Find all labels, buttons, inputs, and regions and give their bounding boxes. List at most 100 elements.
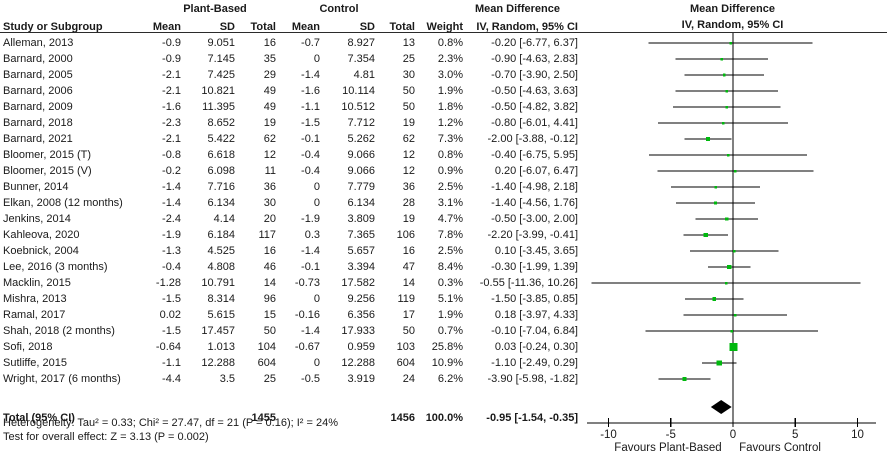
weight: 5.1% xyxy=(437,293,463,305)
plant-mean: 0.02 xyxy=(159,309,181,321)
table-row: Lee, 2016 (3 months) -0.4 4.808 46 -0.1 3.394… xyxy=(0,259,887,275)
plant-mean: -1.28 xyxy=(155,277,181,289)
axis-tick-label: 5 xyxy=(792,429,798,441)
weight: 2.5% xyxy=(437,181,463,193)
plant-mean: -4.4 xyxy=(162,373,181,385)
control-total: 12 xyxy=(402,165,415,177)
ci-text: -0.10 [-7.04, 6.84] xyxy=(491,325,578,337)
plant-total: 50 xyxy=(263,325,276,337)
table-row: Ramal, 2017 0.02 5.615 15 -0.16 6.356 17 1.9% 0.… xyxy=(0,307,887,323)
header-plant-mean: Mean xyxy=(152,21,181,33)
plant-sd: 5.615 xyxy=(207,309,235,321)
ci-text: 0.03 [-0.24, 0.30] xyxy=(494,341,578,353)
control-total: 103 xyxy=(396,341,415,353)
plant-total: 29 xyxy=(263,69,276,81)
study-name: Mishra, 2013 xyxy=(3,293,67,305)
control-mean: -0.5 xyxy=(301,373,320,385)
total-weight: 100.0% xyxy=(425,412,463,424)
weight: 7.3% xyxy=(437,133,463,145)
control-mean: 0.3 xyxy=(304,229,320,241)
weight: 0.3% xyxy=(437,277,463,289)
plant-sd: 7.425 xyxy=(207,69,235,81)
plant-sd: 7.716 xyxy=(207,181,235,193)
weight: 0.8% xyxy=(437,37,463,49)
control-mean: -0.1 xyxy=(301,261,320,273)
study-name: Barnard, 2000 xyxy=(3,53,73,65)
header-ci-plot: IV, Random, 95% CI xyxy=(681,19,784,31)
control-mean: -0.1 xyxy=(301,133,320,145)
study-name: Kahleova, 2020 xyxy=(3,229,80,241)
table-row: Sutliffe, 2015 -1.1 12.288 604 0 12.288 604 10.… xyxy=(0,355,887,371)
plant-total: 117 xyxy=(258,229,276,241)
control-total: 13 xyxy=(402,37,415,49)
plant-mean: -1.5 xyxy=(162,293,181,305)
table-row: Barnard, 2021 -2.1 5.422 62 -0.1 5.262 62 7.3% -… xyxy=(0,131,887,147)
plant-mean: -1.1 xyxy=(162,357,181,369)
weight: 1.8% xyxy=(437,101,463,113)
plant-total: 16 xyxy=(263,37,276,49)
table-row: Kahleova, 2020 -1.9 6.184 117 0.3 7.365 106 7.8… xyxy=(0,227,887,243)
control-total: 50 xyxy=(402,85,415,97)
axis-tick-label: -5 xyxy=(666,429,676,441)
control-total: 36 xyxy=(402,181,415,193)
control-total: 28 xyxy=(402,197,415,209)
study-name: Elkan, 2008 (12 months) xyxy=(3,197,123,209)
table-row: Koebnick, 2004 -1.3 4.525 16 -1.4 5.657 16 2.5%… xyxy=(0,243,887,259)
total-control-n: 1456 xyxy=(390,412,415,424)
table-row: Bloomer, 2015 (T) -0.8 6.618 12 -0.4 9.066 12 0… xyxy=(0,147,887,163)
column-group-mean-difference-text: Mean Difference xyxy=(475,3,560,15)
control-sd: 7.365 xyxy=(347,229,375,241)
control-mean: -0.16 xyxy=(294,309,320,321)
column-group-control: Control xyxy=(319,3,359,15)
control-mean: -1.4 xyxy=(301,245,320,257)
header-control-mean: Mean xyxy=(291,21,320,33)
favours-plant-based-label: Favours Plant-Based xyxy=(614,442,721,454)
control-sd: 4.81 xyxy=(353,69,375,81)
heterogeneity-stats: Heterogeneity: Tau² = 0.33; Chi² = 27.47… xyxy=(3,417,338,429)
control-mean: -0.67 xyxy=(294,341,320,353)
study-name: Barnard, 2018 xyxy=(3,117,73,129)
plant-mean: -2.4 xyxy=(162,213,181,225)
table-row: Barnard, 2009 -1.6 11.395 49 -1.1 10.512 50 1.8… xyxy=(0,99,887,115)
plant-sd: 12.288 xyxy=(201,357,235,369)
plant-total: 25 xyxy=(263,373,276,385)
control-total: 30 xyxy=(402,69,415,81)
weight: 1.9% xyxy=(437,309,463,321)
plant-sd: 6.134 xyxy=(207,197,235,209)
plant-mean: -2.3 xyxy=(162,117,181,129)
control-mean: -1.4 xyxy=(301,325,320,337)
weight: 8.4% xyxy=(437,261,463,273)
study-name: Ramal, 2017 xyxy=(3,309,66,321)
weight: 4.7% xyxy=(437,213,463,225)
control-total: 25 xyxy=(402,53,415,65)
plant-total: 16 xyxy=(263,245,276,257)
header-plant-total: Total xyxy=(250,21,276,33)
weight: 3.1% xyxy=(437,197,463,209)
control-mean: -0.4 xyxy=(301,165,320,177)
plant-sd: 4.14 xyxy=(213,213,235,225)
plant-mean: -1.5 xyxy=(162,325,181,337)
weight: 25.8% xyxy=(431,341,463,353)
header-control-sd: SD xyxy=(359,21,375,33)
plant-sd: 8.652 xyxy=(207,117,235,129)
plant-sd: 6.098 xyxy=(207,165,235,177)
column-group-plant-based: Plant-Based xyxy=(183,3,247,15)
control-sd: 9.066 xyxy=(347,149,375,161)
table-row: Barnard, 2005 -2.1 7.425 29 -1.4 4.81 30 3.0% -0… xyxy=(0,67,887,83)
plant-mean: -0.4 xyxy=(162,261,181,273)
control-sd: 0.959 xyxy=(347,341,375,353)
plant-total: 11 xyxy=(264,165,276,177)
plant-mean: -2.1 xyxy=(162,85,181,97)
plant-total: 20 xyxy=(263,213,276,225)
control-total: 50 xyxy=(402,101,415,113)
table-row: Bunner, 2014 -1.4 7.716 36 0 7.779 36 2.5% -1.40… xyxy=(0,179,887,195)
control-total: 17 xyxy=(402,309,415,321)
plant-mean: -1.4 xyxy=(162,197,181,209)
weight: 0.7% xyxy=(437,325,463,337)
plant-total: 35 xyxy=(263,53,276,65)
control-sd: 5.657 xyxy=(347,245,375,257)
control-mean: -0.7 xyxy=(301,37,320,49)
control-total: 106 xyxy=(396,229,415,241)
control-mean: 0 xyxy=(313,293,320,305)
control-total: 50 xyxy=(402,325,415,337)
